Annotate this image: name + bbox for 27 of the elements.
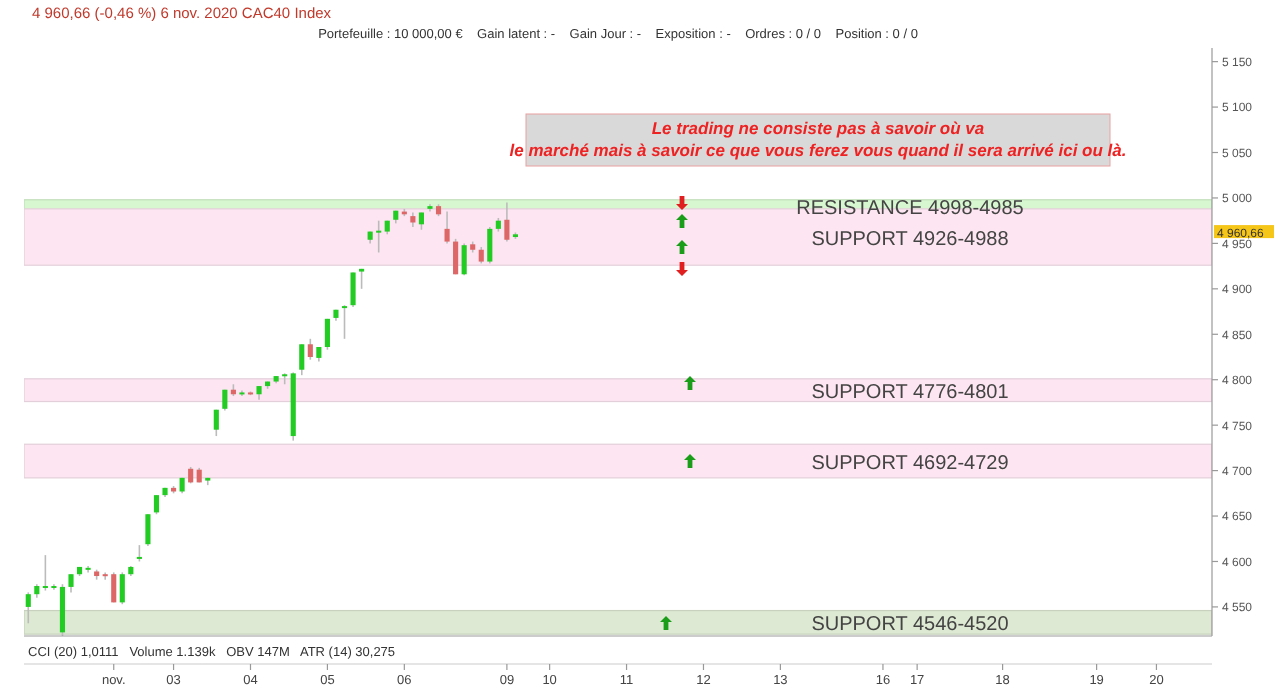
candlestick [119, 571, 125, 605]
annotation: Le trading ne consiste pas à savoir où va [651, 118, 985, 138]
candlestick [324, 318, 330, 351]
candlestick [341, 304, 348, 340]
candlestick [461, 242, 467, 276]
candlestick [42, 554, 48, 592]
candlestick [25, 591, 31, 625]
candlestick [444, 210, 450, 245]
candlestick [213, 408, 219, 437]
candlestick [145, 513, 151, 547]
band-label: SUPPORT 4926-4988 [811, 229, 1010, 252]
candlestick [68, 573, 74, 594]
candlestick [111, 571, 117, 604]
band-label: SUPPORT 4776-4801 [811, 382, 1010, 405]
candlestick [504, 201, 510, 243]
band-label: RESISTANCE 4998-4985 [796, 197, 1025, 220]
band-label: SUPPORT 4692-4729 [811, 453, 1010, 476]
band-label: SUPPORT 4546-4520 [811, 614, 1010, 637]
candlestick [487, 226, 493, 265]
candlestick [350, 271, 356, 308]
candlestick [299, 343, 305, 376]
candlestick [376, 219, 382, 254]
candlestick [59, 583, 66, 637]
candlestick [453, 238, 459, 276]
candlestick [307, 338, 313, 361]
candlestick [153, 494, 160, 516]
annotation: le marché mais à savoir ce que vous ferez vous quand il sera arrivé ici ou là. [509, 140, 1127, 160]
